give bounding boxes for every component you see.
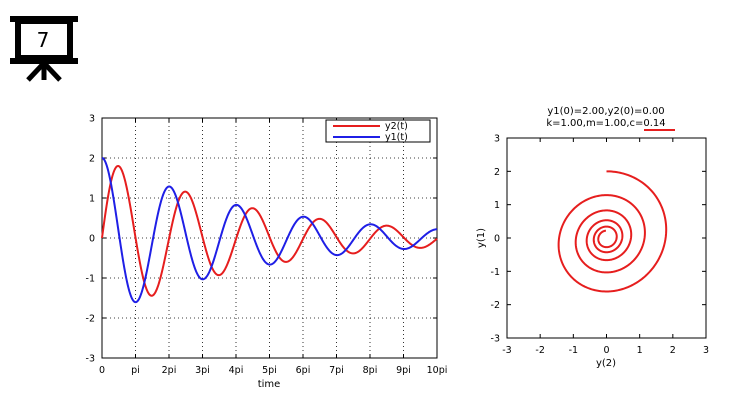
phase-x-axis-label: y(2) bbox=[596, 358, 616, 369]
phase-x-tick-label: 1 bbox=[637, 345, 643, 356]
phase-title-damping: c=0.14 bbox=[630, 118, 666, 129]
phase-x-tick-label: 0 bbox=[603, 345, 609, 356]
x-tick-label: 10pi bbox=[427, 365, 448, 376]
phase-y-ticks: -3 -2 -1 0 1 2 3 bbox=[491, 134, 706, 345]
x-tick-label: 5pi bbox=[262, 365, 277, 376]
x-tick-label: 9pi bbox=[396, 365, 411, 376]
phase-y-tick-label: 2 bbox=[494, 167, 500, 178]
x-tick-label: 0 bbox=[99, 365, 105, 376]
phase-y-tick-label: -2 bbox=[491, 300, 500, 311]
phase-x-tick-label: -3 bbox=[502, 345, 511, 356]
x-tick-label: 7pi bbox=[329, 365, 344, 376]
phase-title-line2: k=1.00,m=1.00,c=0.14 bbox=[546, 118, 665, 129]
phase-spiral-line bbox=[557, 170, 668, 293]
time-series-chart: 0 pi 2pi 3pi 4pi 5pi 6pi 7pi 8pi 9pi 10pi -3 -2 -1 0 1… bbox=[86, 114, 448, 391]
series-line-y1 bbox=[101, 157, 438, 304]
time-series-y-ticks: -3 -2 -1 0 1 2 3 bbox=[86, 114, 437, 365]
phase-plot-frame bbox=[506, 137, 707, 339]
series-line-y2 bbox=[101, 164, 438, 297]
phase-y-tick-label: -3 bbox=[491, 334, 500, 345]
phase-y-tick-label: 1 bbox=[494, 200, 500, 211]
phase-title-line1: y1(0)=2.00,y2(0)=0.00 bbox=[547, 106, 664, 117]
time-series-x-axis-label: time bbox=[258, 379, 281, 390]
phase-x-ticks: -3 -2 -1 0 1 2 3 bbox=[502, 138, 709, 356]
phase-x-tick-label: -1 bbox=[569, 345, 578, 356]
y-tick-label: 2 bbox=[89, 154, 95, 165]
phase-x-tick-label: 3 bbox=[703, 345, 709, 356]
x-tick-label: 3pi bbox=[195, 365, 210, 376]
y-tick-label: 3 bbox=[89, 114, 95, 125]
legend-label-y1: y1(t) bbox=[385, 132, 408, 143]
phase-y-tick-label: 3 bbox=[494, 134, 500, 145]
y-tick-label: -1 bbox=[86, 274, 95, 285]
legend-label-y2: y2(t) bbox=[385, 121, 408, 132]
legend-box bbox=[325, 119, 431, 143]
x-tick-label: pi bbox=[131, 365, 140, 376]
y-tick-label: -2 bbox=[86, 314, 95, 325]
phase-y-tick-label: 0 bbox=[494, 234, 500, 245]
phase-y-axis-label: y(1) bbox=[476, 228, 487, 248]
phase-portrait-chart: y1(0)=2.00,y2(0)=0.00 k=1.00,m=1.00,c=0.… bbox=[476, 106, 709, 369]
x-tick-label: 6pi bbox=[296, 365, 311, 376]
x-tick-label: 2pi bbox=[162, 365, 177, 376]
y-tick-label: 0 bbox=[89, 234, 95, 245]
x-tick-label: 8pi bbox=[363, 365, 378, 376]
phase-x-tick-label: -2 bbox=[535, 345, 544, 356]
phase-title-params: k=1.00,m=1.00, bbox=[546, 118, 629, 129]
y-tick-label: -3 bbox=[86, 354, 95, 365]
presentation-board-icon: 7 bbox=[10, 16, 78, 82]
time-series-x-ticks: 0 pi 2pi 3pi 4pi 5pi 6pi 7pi 8pi 9pi 10pi bbox=[99, 118, 447, 376]
legend: y2(t) y1(t) bbox=[325, 119, 431, 143]
x-tick-label: 4pi bbox=[229, 365, 244, 376]
y-tick-label: 1 bbox=[89, 194, 95, 205]
phase-y-tick-label: -1 bbox=[491, 267, 500, 278]
phase-x-tick-label: 2 bbox=[670, 345, 676, 356]
slide-number: 7 bbox=[37, 28, 50, 52]
